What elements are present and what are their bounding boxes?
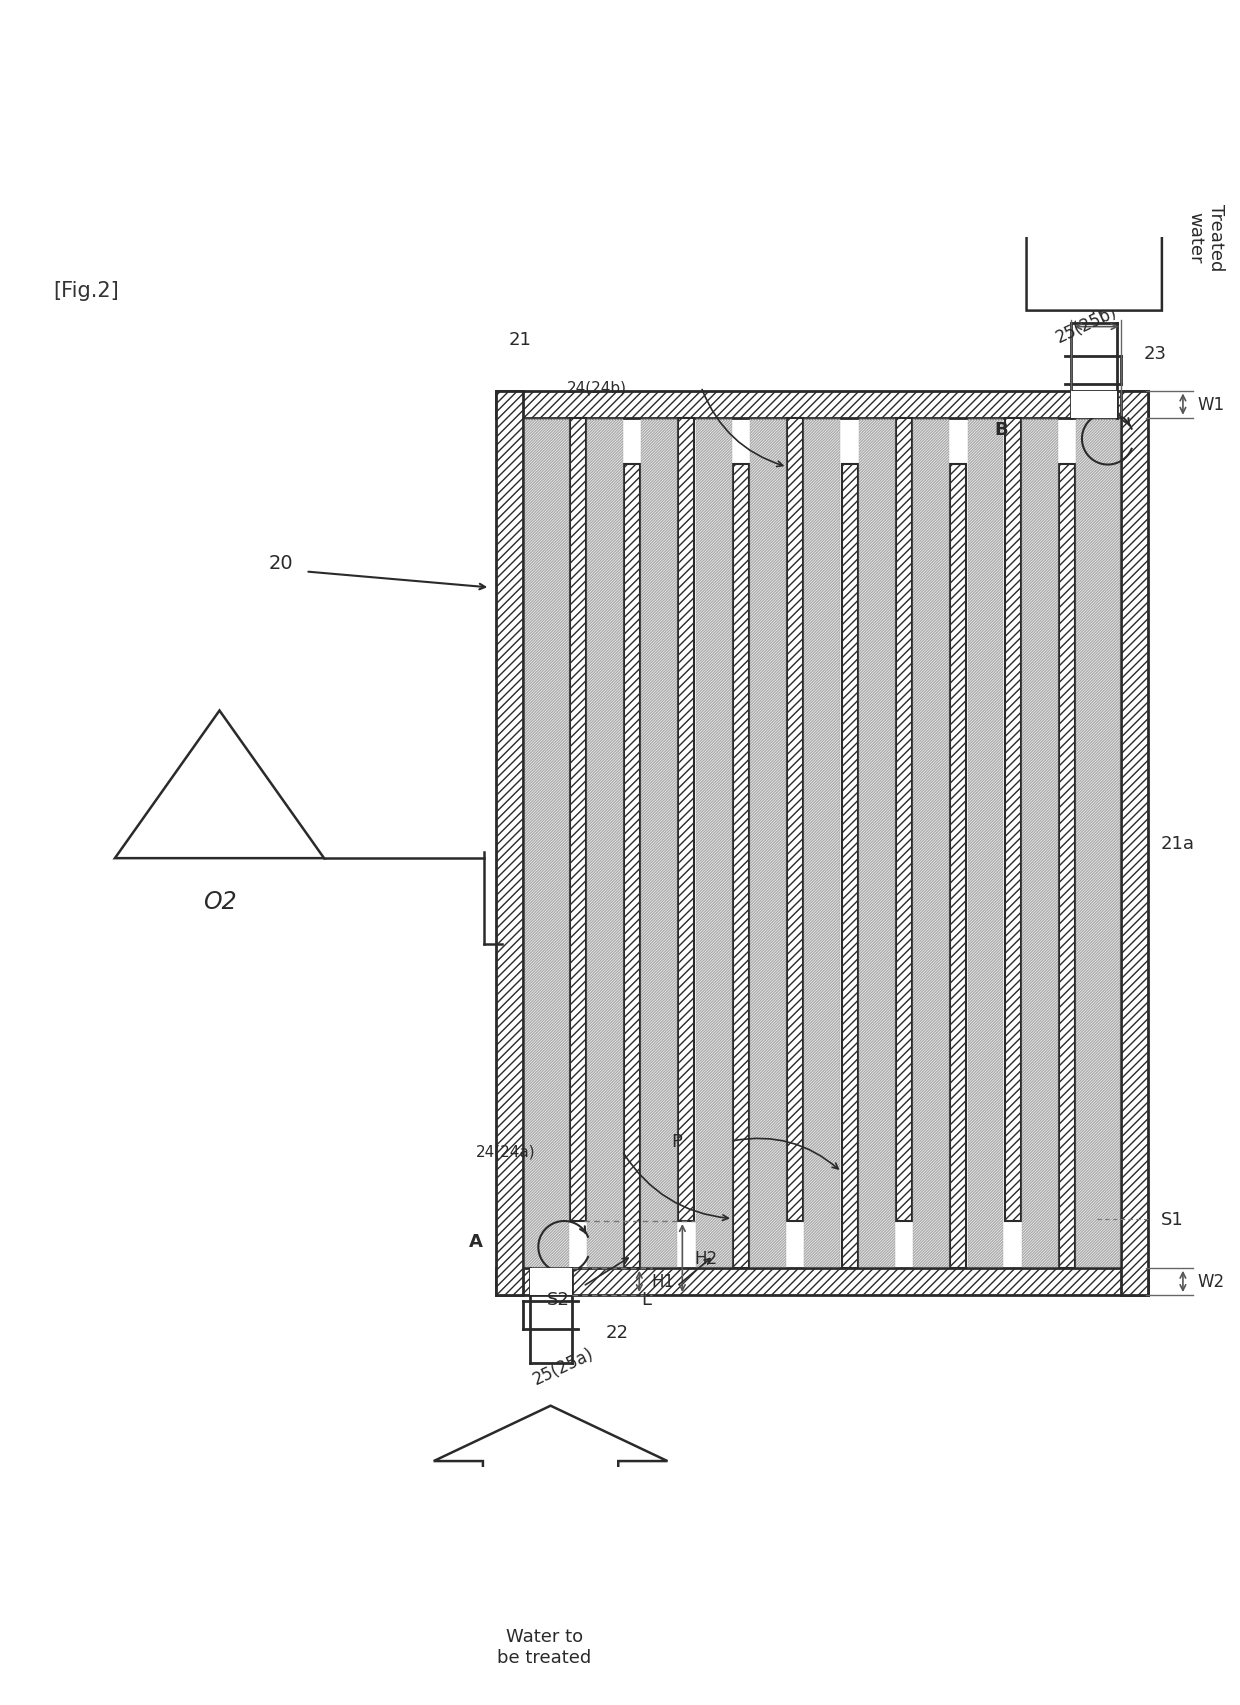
Bar	[1071, 392, 1117, 418]
Bar	[1121, 392, 1148, 1296]
Bar	[1004, 418, 1021, 1221]
Text: W1: W1	[1198, 396, 1225, 414]
Bar	[750, 419, 786, 1267]
Bar	[967, 419, 1003, 1267]
Bar	[950, 465, 966, 1269]
Text: 24(24b): 24(24b)	[567, 380, 627, 396]
Text: 25(25a): 25(25a)	[529, 1344, 596, 1388]
Bar	[842, 465, 858, 1269]
Bar	[569, 418, 585, 1221]
Text: H: H	[1090, 300, 1102, 317]
Bar	[1076, 419, 1120, 1267]
Text: 24(24a): 24(24a)	[476, 1144, 536, 1159]
Bar	[805, 419, 841, 1267]
Bar	[624, 465, 640, 1269]
Text: B: B	[994, 421, 1008, 438]
Bar	[496, 392, 1148, 418]
Text: Water to
be treated: Water to be treated	[497, 1627, 591, 1666]
Bar	[787, 418, 804, 1221]
Text: S1: S1	[1161, 1211, 1183, 1228]
Text: W2: W2	[1198, 1272, 1225, 1291]
Bar	[529, 1269, 572, 1296]
Polygon shape	[434, 1407, 667, 1610]
Bar	[696, 419, 732, 1267]
Text: [Fig.2]: [Fig.2]	[53, 281, 119, 300]
Text: 21a: 21a	[1161, 834, 1195, 852]
Text: 23: 23	[1143, 344, 1167, 363]
Text: Treated
water: Treated water	[1187, 205, 1225, 271]
Text: 25(25b): 25(25b)	[1053, 303, 1120, 348]
Text: H1: H1	[651, 1272, 675, 1291]
Bar	[913, 419, 949, 1267]
Text: O2: O2	[202, 890, 237, 914]
Bar	[678, 418, 694, 1221]
Bar	[1022, 419, 1058, 1267]
Bar	[1059, 465, 1075, 1269]
Polygon shape	[977, 109, 1211, 312]
Polygon shape	[115, 711, 324, 859]
Text: L: L	[641, 1291, 651, 1308]
Bar	[897, 418, 911, 1221]
Bar	[496, 1269, 1148, 1296]
Text: 21: 21	[508, 331, 532, 348]
Text: 20: 20	[269, 554, 294, 573]
Bar	[733, 465, 749, 1269]
Text: A: A	[469, 1233, 482, 1250]
Bar	[496, 392, 523, 1296]
Text: P: P	[671, 1132, 682, 1151]
Text: 22: 22	[606, 1323, 629, 1342]
Bar	[525, 419, 569, 1267]
Text: S2: S2	[547, 1291, 569, 1308]
Bar	[859, 419, 895, 1267]
Bar	[587, 419, 622, 1267]
Bar	[641, 419, 677, 1267]
Text: H2: H2	[694, 1250, 718, 1267]
